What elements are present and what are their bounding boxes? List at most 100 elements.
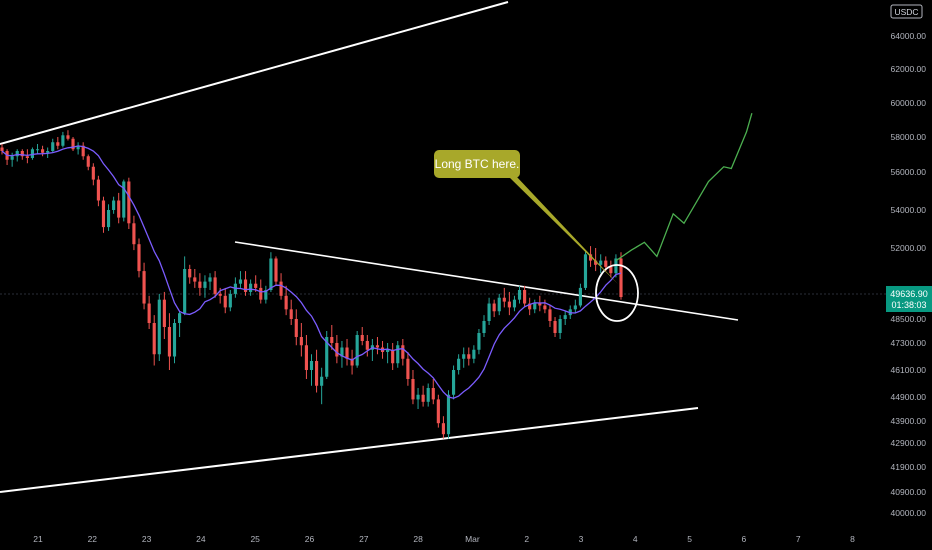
- candle-body: [51, 142, 55, 151]
- candle-body: [538, 303, 542, 306]
- price-tick-label: 43900.00: [891, 416, 927, 426]
- candle-body: [259, 287, 263, 300]
- candle-body: [86, 156, 90, 167]
- candle-body: [325, 337, 329, 377]
- candle-body: [386, 349, 390, 352]
- candle-body: [238, 279, 243, 284]
- candle-body: [436, 399, 440, 424]
- price-tick-label: 42900.00: [891, 438, 927, 448]
- time-tick-label: 22: [88, 534, 98, 544]
- candle-body: [594, 260, 598, 265]
- candle-body: [294, 319, 298, 337]
- candle-body: [10, 156, 14, 160]
- current-price-value: 49636.90: [890, 289, 928, 299]
- candle-body: [350, 358, 354, 366]
- price-axis[interactable]: 64000.00 62000.00 60000.00 58000.00 56000.00…: [891, 31, 927, 518]
- candle-body: [335, 343, 339, 357]
- time-tick-label: Mar: [465, 534, 480, 544]
- candle-body: [599, 260, 603, 265]
- candle-body: [457, 358, 461, 370]
- candle-body: [249, 283, 253, 292]
- callout-text: Long BTC here.: [435, 157, 520, 171]
- candle-body: [441, 423, 445, 435]
- current-price-badge: 49636.90 01:38:03: [886, 286, 932, 312]
- candle-body: [497, 297, 501, 312]
- candle-body: [451, 370, 456, 395]
- candle-body: [512, 299, 517, 308]
- candle-body: [304, 345, 308, 370]
- moving-average-line: [1, 145, 622, 399]
- price-badge-bg: [886, 286, 932, 312]
- candle-body: [609, 266, 613, 274]
- time-tick-label: 7: [796, 534, 801, 544]
- candle-body: [543, 305, 547, 310]
- candle-body: [30, 149, 35, 158]
- candle-body: [482, 321, 486, 333]
- upper-channel-line[interactable]: [0, 1, 509, 145]
- candle-body: [467, 354, 471, 359]
- price-tick-label: 56000.00: [891, 167, 927, 177]
- candle-body: [228, 293, 232, 308]
- candle-body: [533, 303, 537, 310]
- price-tick-label: 60000.00: [891, 98, 927, 108]
- candle-body: [320, 376, 324, 386]
- candle-body: [41, 149, 45, 153]
- candle-body: [315, 361, 319, 386]
- countdown-timer: 01:38:03: [891, 300, 926, 310]
- price-tick-label: 46100.00: [891, 365, 927, 375]
- candle-body: [289, 309, 293, 319]
- annotation-callout[interactable]: Long BTC here.: [434, 150, 618, 284]
- candle-body: [132, 223, 136, 245]
- quote-currency-badge[interactable]: [890, 4, 923, 19]
- candle-body: [391, 349, 395, 364]
- time-tick-label: 24: [196, 534, 206, 544]
- quote-currency-label: USDC: [894, 7, 918, 17]
- candle-body: [502, 297, 506, 302]
- price-tick-label: 41900.00: [891, 462, 927, 472]
- candle-body: [91, 166, 95, 180]
- candle-body: [375, 345, 380, 348]
- time-tick-label: 28: [413, 534, 423, 544]
- candle-body: [15, 151, 19, 157]
- candle-body: [152, 323, 156, 355]
- highlight-circle: [595, 264, 639, 322]
- candle-body: [421, 394, 425, 402]
- time-tick-label: 6: [742, 534, 747, 544]
- candle-body: [25, 156, 29, 158]
- candle-body: [553, 321, 557, 333]
- candle-body: [112, 200, 116, 210]
- candle-body: [157, 299, 161, 355]
- candle-body: [360, 335, 364, 341]
- candle-body: [254, 283, 258, 288]
- candle-body: [71, 138, 75, 150]
- candle-body: [243, 279, 248, 292]
- candle-body: [223, 295, 227, 308]
- time-axis[interactable]: 21 22 23 24 25 26 27 28 Mar 2 3 4 5 6 7 8: [33, 534, 855, 544]
- time-tick-label: 4: [633, 534, 638, 544]
- time-tick-label: 3: [579, 534, 584, 544]
- price-tick-label: 58000.00: [891, 132, 927, 142]
- candle-body: [127, 181, 131, 224]
- candle-body: [563, 315, 567, 319]
- candle-body: [106, 210, 111, 228]
- lower-channel-line[interactable]: [0, 407, 699, 493]
- time-tick-label: 2: [524, 534, 529, 544]
- trendlines[interactable]: [0, 1, 739, 493]
- candle-body: [578, 287, 582, 306]
- callout-box: [434, 150, 520, 178]
- candle-body: [162, 299, 166, 327]
- candle-body: [147, 303, 151, 323]
- candle-body: [558, 319, 562, 333]
- candle-body: [340, 347, 344, 357]
- time-tick-label: 26: [305, 534, 315, 544]
- time-tick-label: 23: [142, 534, 152, 544]
- candle-body: [406, 358, 410, 379]
- price-tick-label: 64000.00: [891, 31, 927, 41]
- descending-resistance-line[interactable]: [234, 241, 739, 321]
- time-tick-label: 25: [250, 534, 260, 544]
- candle-body: [588, 254, 593, 261]
- candle-body: [46, 151, 50, 153]
- time-tick-label: 21: [33, 534, 43, 544]
